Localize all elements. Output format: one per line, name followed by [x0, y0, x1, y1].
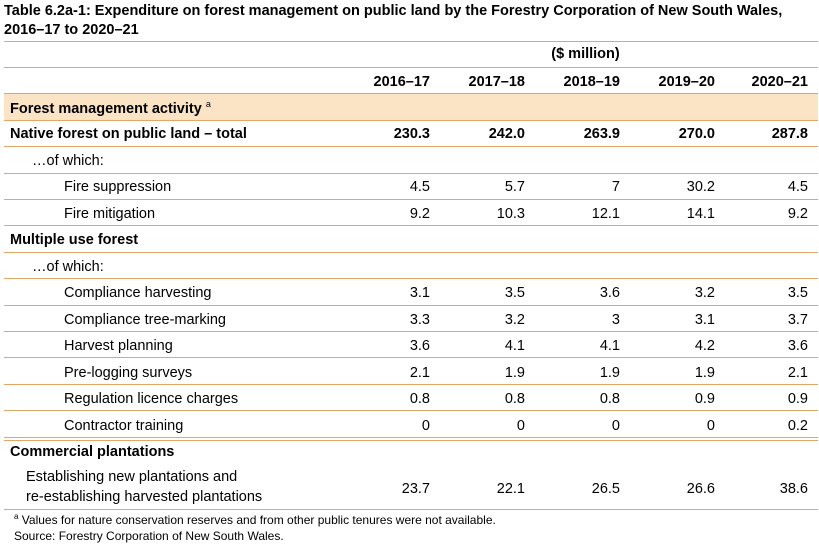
cell-value: 3.6 [409, 338, 430, 354]
cell-value: 3.7 [787, 312, 808, 328]
divider [4, 410, 818, 411]
divider [4, 437, 818, 438]
cell-value: 10.3 [496, 206, 525, 222]
section-header-band [4, 94, 818, 120]
divider [4, 509, 818, 510]
cell-value: 38.6 [779, 481, 808, 497]
cell-value: 4.2 [694, 338, 715, 354]
cell-value: 3.5 [504, 285, 525, 301]
row-label: Pre-logging surveys [64, 365, 193, 381]
cell-value: 0.8 [599, 391, 620, 407]
divider [4, 173, 818, 174]
cell-value: 3.6 [787, 338, 808, 354]
column-header: 2017–18 [468, 74, 525, 90]
cell-value: 270.0 [678, 126, 715, 142]
cell-value: 3 [611, 312, 620, 328]
column-header: 2020–21 [751, 74, 808, 90]
divider [4, 331, 818, 332]
row-label: re-establishing harvested plantations [26, 489, 263, 505]
row-label: Contractor training [64, 418, 184, 434]
column-header: 2016–17 [373, 74, 430, 90]
cell-value: 7 [611, 179, 620, 195]
cell-value: 4.5 [787, 179, 808, 195]
cell-value: 12.1 [591, 206, 620, 222]
divider [4, 41, 818, 42]
row-label: Compliance tree-marking [64, 312, 226, 328]
cell-value: 3.1 [694, 312, 715, 328]
cell-value: 3.2 [694, 285, 715, 301]
cell-value: 9.2 [409, 206, 430, 222]
row-label: Regulation licence charges [64, 391, 239, 407]
cell-value: 30.2 [686, 179, 715, 195]
cell-value: 1.9 [694, 365, 715, 381]
cell-value: 4.1 [504, 338, 525, 354]
row-label: Harvest planning [64, 338, 173, 354]
divider [4, 305, 818, 306]
cell-value: 0.9 [694, 391, 715, 407]
footnote: a Values for nature conservation reserve… [14, 512, 496, 527]
divider [4, 357, 818, 358]
table-title: Table 6.2a-1: Expenditure on forest mana… [4, 3, 783, 38]
units-label: ($ million) [551, 46, 620, 62]
cell-value: 22.1 [496, 481, 525, 497]
cell-value: 3.6 [599, 285, 620, 301]
cell-value: 26.6 [686, 481, 715, 497]
row-label: Compliance harvesting [64, 285, 212, 301]
section-header: Forest management activity a [10, 99, 211, 117]
divider [4, 225, 818, 226]
divider [4, 120, 818, 121]
cell-value: 0.9 [787, 391, 808, 407]
divider [4, 67, 818, 68]
row-label: Commercial plantations [10, 444, 175, 460]
cell-value: 242.0 [488, 126, 525, 142]
row-label: …of which: [32, 153, 104, 169]
row-label: Native forest on public land – total [10, 126, 247, 142]
divider [4, 146, 818, 147]
cell-value: 0 [516, 418, 525, 434]
cell-value: 0.2 [787, 418, 808, 434]
row-label: Fire mitigation [64, 206, 156, 222]
source-note: Source: Forestry Corporation of New Sout… [14, 529, 284, 543]
row-label: Fire suppression [64, 179, 172, 195]
row-label: …of which: [32, 259, 104, 275]
cell-value: 3.3 [409, 312, 430, 328]
cell-value: 0 [421, 418, 430, 434]
cell-value: 4.5 [409, 179, 430, 195]
cell-value: 0 [611, 418, 620, 434]
cell-value: 230.3 [393, 126, 430, 142]
cell-value: 14.1 [686, 206, 715, 222]
cell-value: 0.8 [504, 391, 525, 407]
cell-value: 0.8 [409, 391, 430, 407]
divider [4, 278, 818, 279]
divider [4, 252, 818, 253]
divider [4, 440, 818, 441]
cell-value: 4.1 [599, 338, 620, 354]
divider [4, 93, 818, 94]
cell-value: 1.9 [504, 365, 525, 381]
cell-value: 0 [706, 418, 715, 434]
cell-value: 3.2 [504, 312, 525, 328]
cell-value: 3.1 [409, 285, 430, 301]
cell-value: 1.9 [599, 365, 620, 381]
row-label: Multiple use forest [10, 232, 139, 248]
divider [4, 384, 818, 385]
cell-value: 9.2 [787, 206, 808, 222]
cell-value: 26.5 [591, 481, 620, 497]
table-row: Establishing new plantations and re-esta… [4, 469, 818, 509]
column-header: 2019–20 [658, 74, 715, 90]
cell-value: 2.1 [787, 365, 808, 381]
cell-value: 263.9 [583, 126, 620, 142]
row-label: Establishing new plantations and [26, 469, 238, 485]
column-header: 2018–19 [563, 74, 620, 90]
cell-value: 3.5 [787, 285, 808, 301]
cell-value: 5.7 [504, 179, 525, 195]
cell-value: 23.7 [401, 481, 430, 497]
divider [4, 199, 818, 200]
cell-value: 287.8 [771, 126, 808, 142]
cell-value: 2.1 [409, 365, 430, 381]
